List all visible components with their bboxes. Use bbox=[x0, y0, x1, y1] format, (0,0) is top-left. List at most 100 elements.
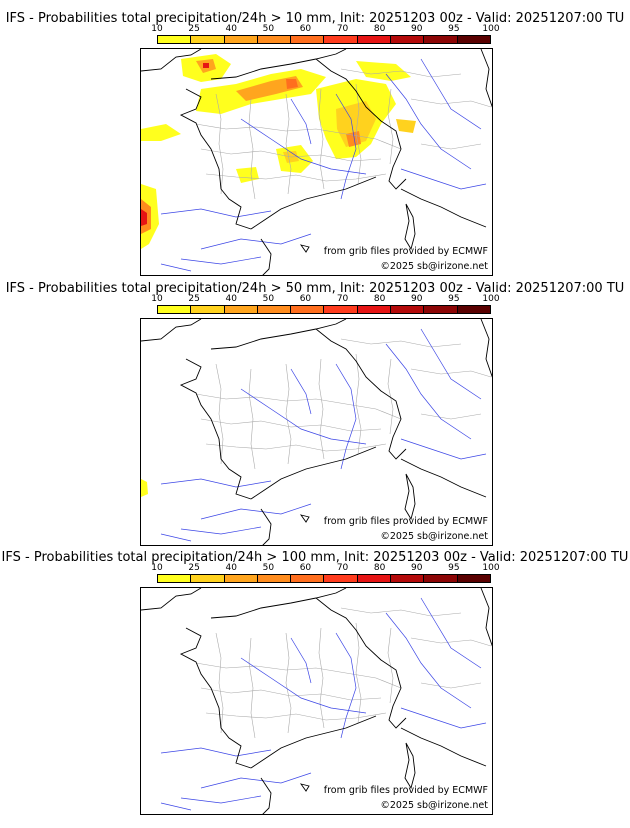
colorbar: 10 25 40 50 60 70 80 90 95 100 bbox=[151, 294, 500, 315]
colorbar-swatch bbox=[191, 306, 225, 313]
rivers bbox=[160, 58, 487, 272]
colorbar: 10 25 40 50 60 70 80 90 95 100 bbox=[151, 24, 500, 45]
colorbar-tick-label: 60 bbox=[299, 294, 312, 304]
colorbar-swatch bbox=[324, 36, 358, 43]
colorbar-swatch bbox=[191, 36, 225, 43]
colorbar-swatch bbox=[391, 306, 425, 313]
colorbar-swatch bbox=[357, 306, 392, 313]
colorbar-swatch bbox=[324, 306, 358, 313]
colorbar-tick-label: 70 bbox=[336, 294, 349, 304]
coastlines-and-borders bbox=[141, 49, 492, 275]
colorbar-tick-label: 50 bbox=[262, 24, 275, 34]
source-credit: from grib files provided by ECMWF bbox=[323, 785, 488, 796]
colorbar-swatch bbox=[424, 36, 458, 43]
colorbar-swatch bbox=[257, 36, 292, 43]
rivers bbox=[160, 328, 487, 542]
colorbar-swatch bbox=[457, 36, 490, 43]
colorbar-tick-label: 40 bbox=[225, 563, 237, 573]
colorbar-tick-label: 40 bbox=[225, 294, 237, 304]
colorbar-swatch bbox=[257, 575, 292, 582]
colorbar-tick-label: 60 bbox=[299, 563, 312, 573]
colorbar-swatches bbox=[157, 305, 491, 314]
copyright: ©2025 sb@irizone.net bbox=[380, 261, 488, 272]
precip-area-southwest-peak bbox=[141, 209, 147, 226]
colorbar-tick-label: 100 bbox=[482, 563, 500, 573]
colorbar-swatch bbox=[257, 306, 292, 313]
colorbar-tick-label: 10 bbox=[151, 24, 163, 34]
colorbar-swatches bbox=[157, 35, 491, 44]
colorbar-tick-label: 100 bbox=[482, 24, 500, 34]
colorbar: 10 25 40 50 60 70 80 90 95 100 bbox=[151, 563, 500, 584]
colorbar-swatch bbox=[291, 575, 325, 582]
colorbar-tick-label: 90 bbox=[411, 294, 423, 304]
colorbar-tick-label: 70 bbox=[336, 563, 349, 573]
precip-probability-areas bbox=[141, 479, 148, 497]
colorbar-swatch bbox=[291, 36, 325, 43]
colorbar-tick-label: 25 bbox=[188, 563, 200, 573]
precip-probability-areas bbox=[141, 54, 416, 249]
colorbar-swatch bbox=[158, 306, 192, 313]
coastlines-and-borders bbox=[141, 588, 492, 814]
region-borders bbox=[195, 338, 492, 470]
colorbar-swatch bbox=[191, 575, 225, 582]
map-drawing bbox=[141, 49, 492, 275]
map-drawing bbox=[141, 588, 492, 814]
colorbar-tick-label: 80 bbox=[373, 24, 386, 34]
colorbar-tick-label: 90 bbox=[411, 24, 423, 34]
map-drawing bbox=[141, 319, 492, 545]
colorbar-tick-label: 95 bbox=[448, 563, 460, 573]
colorbar-swatch bbox=[291, 306, 325, 313]
colorbar-swatch bbox=[224, 575, 258, 582]
panel-10mm: IFS - Probabilities total precipitation/… bbox=[0, 0, 630, 276]
precip-area-east-peak bbox=[346, 131, 361, 147]
colorbar-tick-label: 80 bbox=[373, 563, 386, 573]
precip-area-north-core bbox=[236, 76, 303, 101]
panel-50mm: IFS - Probabilities total precipitation/… bbox=[0, 270, 630, 546]
probability-map: from grib files provided by ECMWF ©2025 … bbox=[140, 318, 493, 546]
colorbar-swatch bbox=[424, 575, 458, 582]
panel-title: IFS - Probabilities total precipitation/… bbox=[5, 281, 625, 296]
precip-area-northeast bbox=[356, 61, 411, 81]
colorbar-swatch bbox=[357, 36, 392, 43]
copyright: ©2025 sb@irizone.net bbox=[380, 800, 488, 811]
colorbar-tick-label: 100 bbox=[482, 294, 500, 304]
panel-100mm: IFS - Probabilities total precipitation/… bbox=[0, 539, 630, 815]
colorbar-tick-label: 70 bbox=[336, 24, 349, 34]
panel-title: IFS - Probabilities total precipitation/… bbox=[1, 550, 629, 565]
colorbar-labels: 10 25 40 50 60 70 80 90 95 100 bbox=[151, 294, 499, 304]
colorbar-tick-label: 25 bbox=[188, 294, 200, 304]
colorbar-tick-label: 90 bbox=[411, 563, 423, 573]
region-borders bbox=[195, 68, 492, 200]
colorbar-tick-label: 95 bbox=[448, 24, 460, 34]
colorbar-swatch bbox=[357, 575, 392, 582]
colorbar-tick-label: 40 bbox=[225, 24, 237, 34]
colorbar-tick-label: 95 bbox=[448, 294, 460, 304]
colorbar-swatch bbox=[158, 36, 192, 43]
copyright: ©2025 sb@irizone.net bbox=[380, 531, 488, 542]
precip-area-southwest bbox=[141, 479, 148, 497]
colorbar-tick-label: 50 bbox=[262, 294, 275, 304]
colorbar-swatch bbox=[391, 36, 425, 43]
colorbar-swatch bbox=[224, 306, 258, 313]
colorbar-tick-label: 25 bbox=[188, 24, 200, 34]
colorbar-swatch bbox=[424, 306, 458, 313]
precip-area-alps bbox=[236, 167, 259, 183]
colorbar-swatches bbox=[157, 574, 491, 583]
colorbar-swatch bbox=[457, 306, 490, 313]
probability-map: from grib files provided by ECMWF ©2025 … bbox=[140, 48, 493, 276]
colorbar-tick-label: 80 bbox=[373, 294, 386, 304]
precip-area-west bbox=[141, 124, 181, 141]
colorbar-swatch bbox=[391, 575, 425, 582]
rivers bbox=[160, 597, 487, 811]
colorbar-swatch bbox=[158, 575, 192, 582]
colorbar-tick-label: 50 bbox=[262, 563, 275, 573]
region-borders bbox=[195, 607, 492, 739]
precip-area-rhine bbox=[396, 119, 416, 133]
source-credit: from grib files provided by ECMWF bbox=[323, 516, 488, 527]
coastlines-and-borders bbox=[141, 319, 492, 545]
colorbar-labels: 10 25 40 50 60 70 80 90 95 100 bbox=[151, 24, 499, 34]
source-credit: from grib files provided by ECMWF bbox=[323, 246, 488, 257]
colorbar-tick-label: 10 bbox=[151, 563, 163, 573]
precip-area-east-core bbox=[336, 101, 376, 147]
colorbar-swatch bbox=[224, 36, 258, 43]
